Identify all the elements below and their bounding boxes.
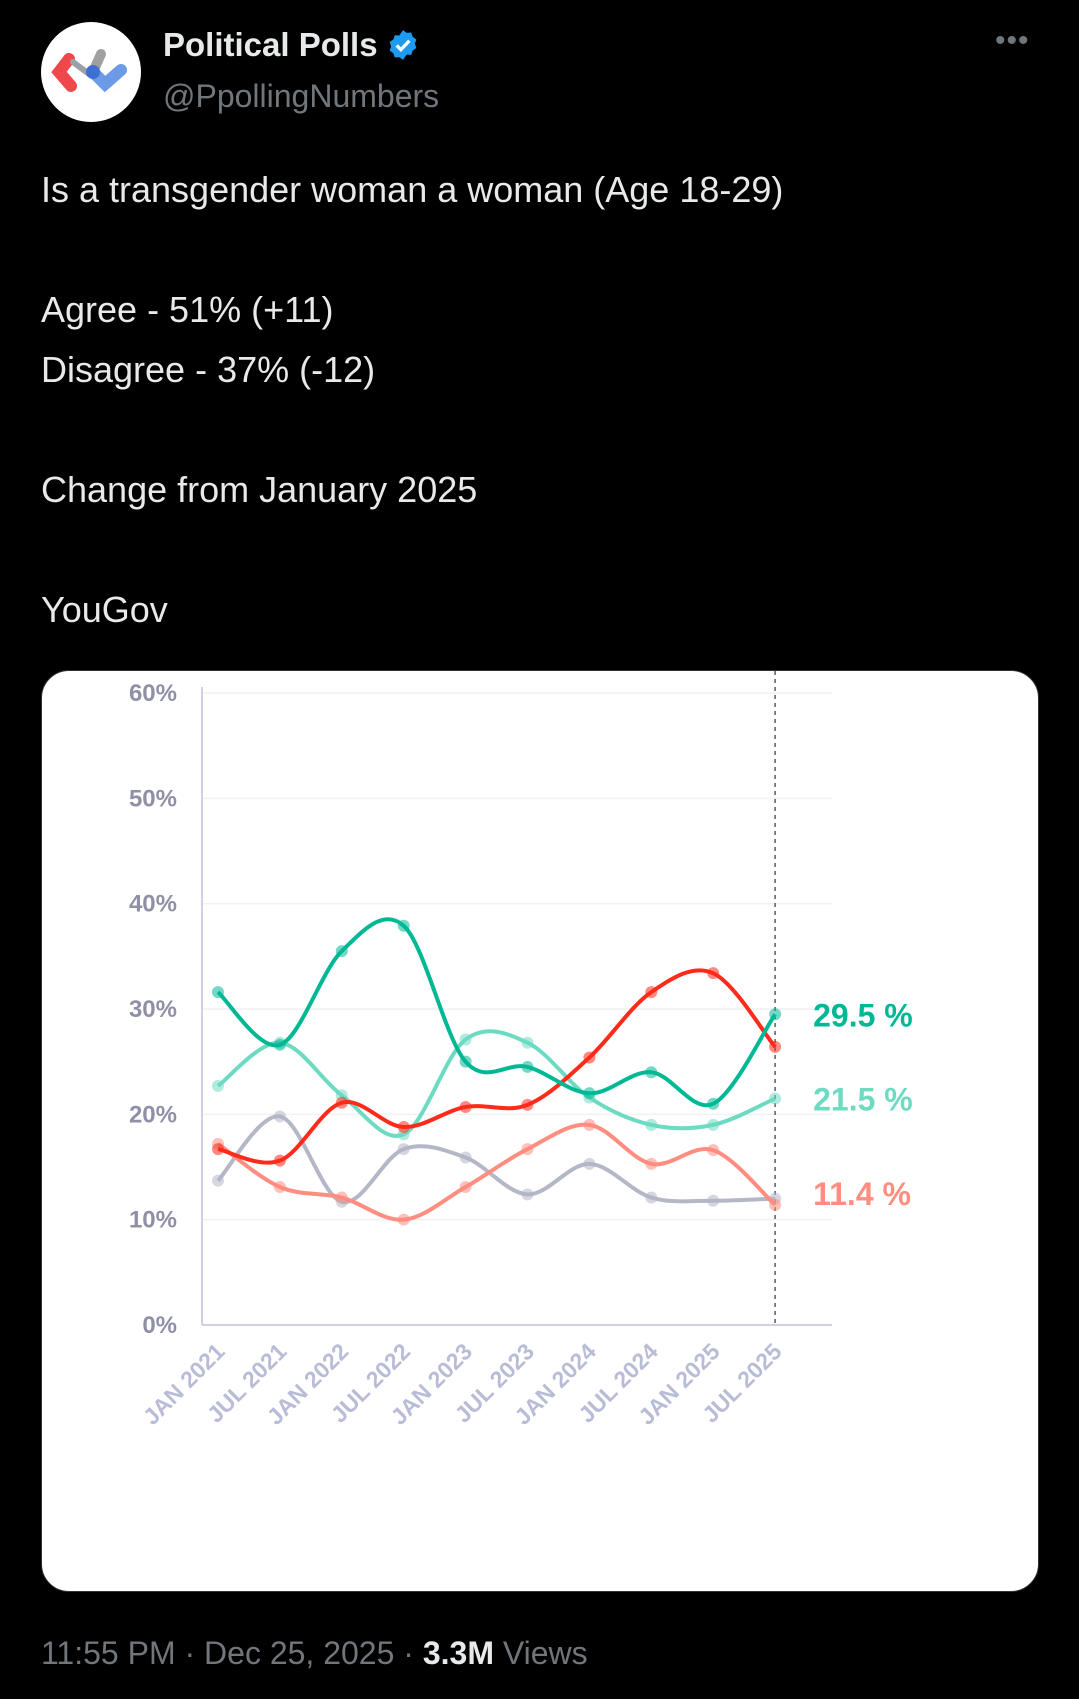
post-text-line xyxy=(41,400,783,460)
data-point xyxy=(273,1038,286,1051)
post-time[interactable]: 11:55 PM xyxy=(41,1635,176,1671)
data-point xyxy=(583,1118,596,1131)
data-point xyxy=(273,1110,286,1123)
post-text-line: YouGov xyxy=(41,589,168,630)
data-point xyxy=(521,1143,534,1156)
post-text-line: Disagree - 37% (-12) xyxy=(41,349,376,390)
data-point xyxy=(707,1118,720,1131)
series-line xyxy=(216,1029,776,1138)
y-tick-label: 20% xyxy=(129,1101,177,1128)
data-point xyxy=(521,1188,534,1201)
post-text-line: Is a transgender woman a woman (Age 18-2… xyxy=(41,169,784,210)
data-point xyxy=(273,1154,286,1167)
author-name[interactable]: Political Polls xyxy=(163,26,378,63)
y-tick-label: 50% xyxy=(129,785,177,812)
end-value-label: 29.5 % xyxy=(813,997,913,1033)
y-tick-label: 40% xyxy=(129,891,177,918)
data-point xyxy=(769,1198,782,1211)
verified-badge-icon xyxy=(389,30,416,60)
data-point xyxy=(645,1118,658,1131)
y-tick-label: 0% xyxy=(142,1312,177,1339)
data-point xyxy=(335,1096,348,1109)
data-point xyxy=(459,1181,472,1194)
data-point xyxy=(335,1191,348,1204)
data-point xyxy=(707,1097,720,1110)
data-point xyxy=(273,1181,286,1194)
data-point xyxy=(521,1060,534,1073)
post-text: Is a transgender woman a woman (Age 18-2… xyxy=(41,160,783,640)
data-point xyxy=(521,1098,534,1111)
data-point xyxy=(583,1157,596,1170)
data-point xyxy=(397,1120,410,1133)
data-point xyxy=(645,1191,658,1204)
post-text-line: Change from January 2025 xyxy=(41,469,478,510)
data-point xyxy=(583,1087,596,1100)
end-value-label: 21.5 % xyxy=(813,1082,913,1118)
data-point xyxy=(459,1100,472,1113)
data-point xyxy=(459,1055,472,1068)
data-point xyxy=(645,1157,658,1170)
political-polls-logo xyxy=(51,49,127,93)
y-tick-label: 60% xyxy=(129,680,177,707)
author-handle[interactable]: @PpollingNumbers xyxy=(163,78,440,114)
post-date[interactable]: Dec 25, 2025 xyxy=(204,1635,395,1671)
avatar[interactable] xyxy=(41,22,141,122)
views-count: 3.3M xyxy=(422,1635,494,1671)
data-point xyxy=(769,1008,782,1021)
data-point xyxy=(397,919,410,932)
series-line xyxy=(216,917,777,1108)
data-point xyxy=(212,1143,224,1156)
data-point xyxy=(459,1033,472,1046)
post-meta: 11:55 PM · Dec 25, 2025 · 3.3M Views xyxy=(41,1635,588,1671)
data-point xyxy=(212,986,224,999)
data-point xyxy=(645,986,658,999)
data-point xyxy=(769,1092,782,1105)
end-value-label: 11.4 % xyxy=(813,1176,911,1212)
post-text-line xyxy=(41,220,783,280)
data-point xyxy=(707,967,720,980)
chart-image[interactable]: 0% 10% 20% 30% 40% 50% 60% JAN 2021 JUL 2021 JAN … xyxy=(41,670,1039,1592)
series-line xyxy=(217,968,777,1165)
data-point xyxy=(212,1079,224,1092)
data-point xyxy=(645,1066,658,1079)
data-point xyxy=(397,1213,410,1226)
data-point xyxy=(521,1036,534,1049)
post-text-line xyxy=(41,520,783,580)
views-label: Views xyxy=(502,1635,588,1671)
data-point xyxy=(335,945,348,958)
more-horizontal-icon[interactable]: ••• xyxy=(995,24,1030,57)
data-point xyxy=(459,1151,472,1164)
data-point xyxy=(212,1174,224,1187)
data-point xyxy=(707,1144,720,1157)
y-tick-label: 30% xyxy=(129,996,177,1023)
data-point xyxy=(397,1143,410,1156)
data-point xyxy=(707,1194,720,1207)
data-point xyxy=(583,1051,596,1064)
series-line xyxy=(216,1122,777,1222)
post-text-line: Agree - 51% (+11) xyxy=(41,289,334,330)
y-tick-label: 10% xyxy=(129,1207,177,1234)
author-name-row[interactable]: Political Polls xyxy=(163,26,420,64)
data-point xyxy=(769,1040,782,1053)
